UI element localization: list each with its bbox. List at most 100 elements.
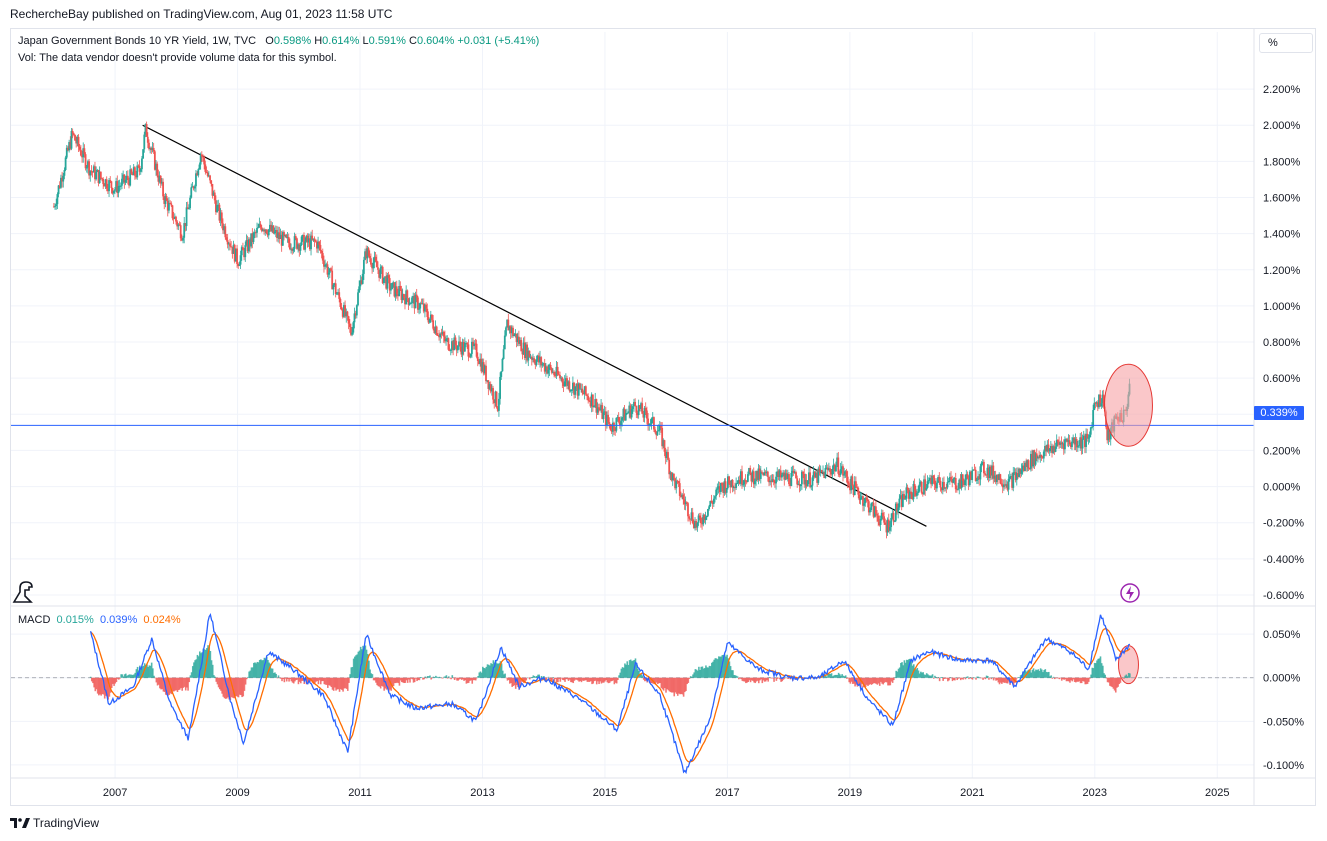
candle-body	[681, 494, 684, 497]
macd-histogram-bar	[607, 677, 610, 684]
candle-body	[446, 338, 449, 340]
macd-histogram-bar	[355, 655, 357, 678]
macd-histogram-bar	[871, 677, 874, 684]
candle-body	[263, 229, 265, 232]
candle-body	[332, 284, 335, 290]
macd-histogram-bar	[296, 677, 299, 680]
price-tick-label: 0.800%	[1263, 337, 1301, 349]
candle-body	[542, 363, 545, 365]
macd-histogram-bar	[411, 677, 414, 680]
candle-body	[442, 331, 445, 337]
macd-histogram-bar	[888, 677, 890, 686]
candle-body	[608, 422, 611, 424]
macd-histogram-bar	[393, 677, 396, 684]
macd-histogram-bar	[1095, 663, 1097, 678]
candle-body	[244, 245, 247, 258]
candle-body	[341, 309, 344, 317]
macd-line	[89, 613, 1131, 775]
macd-histogram-bar	[1113, 677, 1116, 691]
candle-body	[722, 485, 725, 493]
candle-body	[198, 164, 201, 170]
macd-histogram-bar	[297, 677, 300, 685]
candle-body	[941, 481, 944, 491]
macd-histogram-bar	[532, 675, 535, 678]
candle-body	[670, 472, 673, 481]
macd-histogram-bar	[121, 674, 124, 678]
macd-histogram-bar	[187, 677, 189, 691]
candle-body	[256, 227, 258, 233]
macd-histogram-bar	[511, 677, 513, 687]
macd-histogram-bar	[148, 665, 151, 678]
macd-histogram-bar	[858, 677, 861, 684]
candle-body	[597, 407, 600, 409]
macd-histogram-bar	[581, 677, 584, 681]
macd-histogram-bar	[608, 677, 611, 683]
percent-scale-button[interactable]: %	[1259, 33, 1313, 53]
price-legend: Japan Government Bonds 10 YR Yield, 1W, …	[18, 35, 539, 47]
candle-body	[195, 173, 197, 187]
macd-histogram-bar	[370, 673, 373, 678]
candle-body	[68, 142, 71, 151]
candle-body	[444, 336, 446, 342]
macd-histogram-bar	[829, 673, 832, 678]
candle-body	[525, 344, 527, 358]
candle-body	[61, 177, 63, 182]
macd-histogram-bar	[1032, 668, 1035, 678]
macd-histogram-bar	[1067, 677, 1070, 682]
macd-histogram-bar	[618, 675, 620, 678]
candle-body	[251, 233, 254, 242]
candle-body	[630, 409, 633, 418]
macd-histogram-bar	[836, 674, 839, 678]
macd-histogram-bar	[890, 677, 893, 682]
candle-body	[581, 388, 584, 393]
candle-body	[440, 333, 443, 335]
macd-histogram-bar	[976, 676, 978, 678]
candle-body	[260, 227, 263, 231]
candle-body	[77, 136, 80, 147]
macd-histogram-bar	[689, 676, 692, 678]
candle-body	[700, 517, 702, 524]
candle-body	[958, 479, 961, 489]
candle-body	[1001, 484, 1004, 488]
macd-histogram-bar	[339, 677, 342, 690]
candle-body	[493, 399, 496, 404]
macd-histogram-bar	[916, 667, 919, 678]
macd-histogram-bar	[476, 677, 478, 679]
candle-body	[752, 471, 755, 485]
candle-body	[534, 362, 537, 365]
candle-body	[150, 147, 153, 150]
candle-body	[864, 497, 867, 504]
macd-histogram-bar	[669, 677, 672, 693]
macd-histogram-bar	[989, 677, 991, 678]
macd-histogram-bar	[602, 677, 605, 683]
candle-body	[842, 466, 844, 476]
candle-body	[560, 377, 563, 379]
macd-histogram-bar	[300, 677, 302, 684]
chart-frame[interactable]	[10, 28, 1316, 806]
candle-body	[973, 469, 976, 471]
candle-body	[691, 512, 694, 523]
macd-histogram-bar	[1122, 677, 1124, 678]
candle-body	[728, 476, 730, 484]
macd-histogram-bar	[1064, 677, 1067, 680]
candle-body	[414, 294, 417, 309]
macd-panel	[11, 613, 1254, 775]
macd-histogram-bar	[699, 669, 701, 678]
candle-body	[779, 470, 782, 478]
candle-body	[271, 225, 274, 232]
macd-histogram-bar	[567, 677, 570, 681]
macd-histogram-bar	[479, 671, 482, 678]
candle-body	[499, 376, 501, 399]
macd-histogram-bar	[572, 677, 575, 684]
macd-histogram-bar	[346, 677, 349, 691]
macd-histogram-bar	[922, 672, 924, 678]
macd-histogram-bar	[703, 668, 706, 678]
macd-histogram-bar	[257, 662, 260, 678]
tradingview-logo[interactable]: TradingView	[10, 816, 99, 830]
macd-histogram-bar	[575, 677, 578, 680]
macd-histogram-bar	[905, 659, 908, 678]
lightning-icon[interactable]	[1119, 582, 1141, 609]
candle-body	[879, 518, 882, 526]
macd-histogram-bar	[557, 677, 559, 683]
